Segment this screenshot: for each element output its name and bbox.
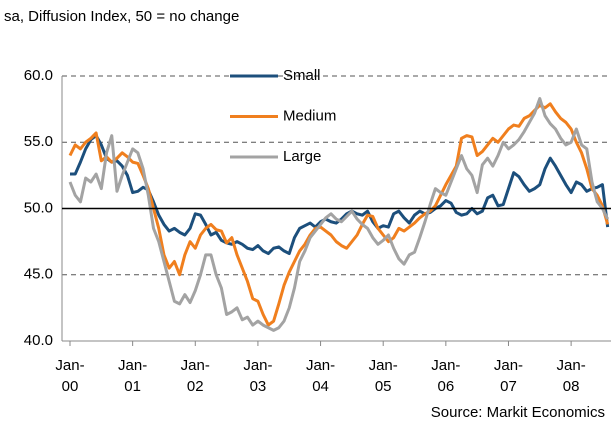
y-tick-label: 55.0 [24, 133, 53, 150]
x-tick-label: Jan-02 [180, 357, 210, 395]
x-tick-label: Jan-07 [493, 357, 524, 395]
x-tick-label: Jan-01 [118, 357, 148, 395]
y-tick-label: 60.0 [24, 67, 53, 84]
source-note: Source: Markit Economics [430, 404, 605, 421]
legend-label: Medium [283, 107, 336, 124]
x-tick-label: Jan-06 [431, 357, 461, 395]
legend-label: Small [283, 67, 321, 84]
legend-label: Large [283, 148, 321, 165]
chart-title: sa, Diffusion Index, 50 = no change [4, 8, 240, 25]
x-tick-label: Jan-04 [305, 357, 336, 395]
x-tick-label: Jan-05 [368, 357, 398, 395]
x-tick-label: Jan-08 [556, 357, 586, 395]
series-line [68, 97, 610, 332]
y-tick-label: 40.0 [24, 332, 53, 349]
x-tick-label: Jan-03 [243, 357, 273, 395]
y-tick-label: 45.0 [24, 266, 53, 283]
y-tick-label: 50.0 [24, 199, 53, 216]
series-line [68, 102, 610, 327]
x-tick-label: Jan-00 [55, 357, 85, 395]
